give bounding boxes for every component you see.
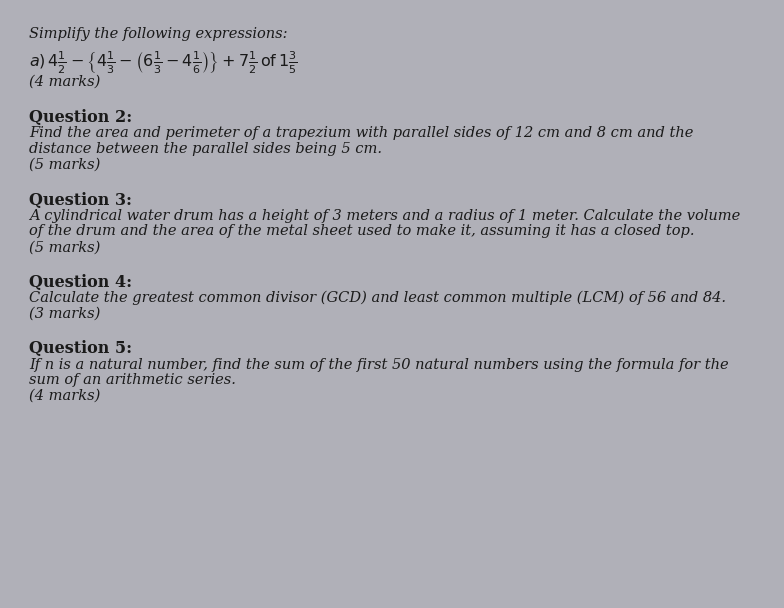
Text: sum of an arithmetic series.: sum of an arithmetic series. [29,373,236,387]
Text: (3 marks): (3 marks) [29,306,101,320]
Text: Question 5:: Question 5: [29,340,132,358]
Text: (5 marks): (5 marks) [29,240,101,254]
Text: (4 marks): (4 marks) [29,74,101,88]
Text: (4 marks): (4 marks) [29,389,101,403]
Text: (5 marks): (5 marks) [29,158,101,172]
Text: Simplify the following expressions:: Simplify the following expressions: [29,27,288,41]
Text: of the drum and the area of the metal sheet used to make it, assuming it has a c: of the drum and the area of the metal sh… [29,224,695,238]
Text: Question 4:: Question 4: [29,274,132,291]
Text: Question 3:: Question 3: [29,192,132,209]
Text: Calculate the greatest common divisor (GCD) and least common multiple (LCM) of 5: Calculate the greatest common divisor (G… [29,291,727,305]
Text: $\mathit{a)\,4\frac{1}{2} - \left\{4\frac{1}{3} - \left(6\frac{1}{3} - 4\frac{1}: $\mathit{a)\,4\frac{1}{2} - \left\{4\fra… [29,49,298,75]
Text: distance between the parallel sides being 5 cm.: distance between the parallel sides bein… [29,142,383,156]
Text: A cylindrical water drum has a height of 3 meters and a radius of 1 meter. Calcu: A cylindrical water drum has a height of… [29,209,741,223]
Text: Find the area and perimeter of a trapezium with parallel sides of 12 cm and 8 cm: Find the area and perimeter of a trapezi… [29,126,694,140]
Text: Question 2:: Question 2: [29,109,132,126]
Text: If n is a natural number, find the sum of the first 50 natural numbers using the: If n is a natural number, find the sum o… [29,358,729,371]
